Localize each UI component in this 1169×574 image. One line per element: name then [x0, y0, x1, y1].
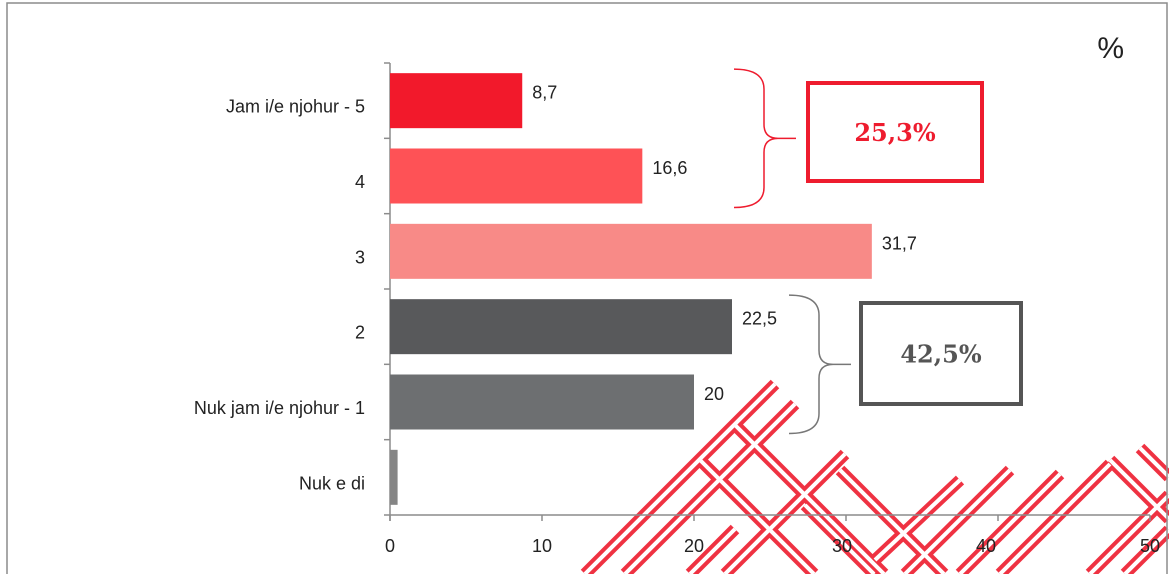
value-labels: 8,7 16,6 31,7 22,5 20 [532, 83, 917, 404]
callout-bottom: 42,5% [788, 294, 1023, 435]
data-label: 20 [704, 384, 724, 404]
bar-series [390, 73, 872, 505]
data-label: 16,6 [652, 158, 687, 178]
callout-top: 25,3% [733, 68, 984, 209]
bar [390, 299, 732, 355]
watermark-stroke-inner [903, 468, 1012, 574]
watermark-stroke-inner [688, 527, 737, 574]
watermark-stroke-inner [958, 472, 1062, 574]
unit-label: % [1097, 32, 1124, 65]
x-axis-ticks [389, 515, 1151, 521]
x-tick-label: 20 [684, 536, 704, 556]
watermark-stroke-inner [623, 402, 797, 574]
watermark-stroke-inner [838, 468, 946, 574]
x-tick-label: 40 [976, 536, 996, 556]
data-label: 31,7 [882, 233, 917, 253]
watermark-stroke-inner [873, 478, 962, 562]
watermark-stroke-inner [583, 382, 777, 574]
category-label: 4 [355, 172, 365, 192]
category-label: 3 [355, 247, 365, 267]
bar [390, 148, 643, 204]
callout-brace-bottom [788, 294, 851, 435]
watermark-stroke-inner [1123, 528, 1169, 574]
callout-brace-top [733, 68, 796, 209]
category-labels: Jam i/e njohur - 5 4 3 2 Nuk jam i/e njohur … [194, 97, 365, 494]
watermark-pattern [580, 379, 1169, 574]
x-tick-labels: 0 10 20 30 40 50 [385, 536, 1160, 556]
x-tick-label: 50 [1140, 536, 1160, 556]
bar [390, 449, 398, 505]
chart-frame [6, 2, 1168, 574]
category-label: Nuk jam i/e njohur - 1 [194, 398, 365, 418]
callout-box-top [806, 81, 984, 183]
category-label: Nuk e di [299, 473, 365, 493]
callout-text-top: 25,3% [854, 118, 935, 147]
watermark-stroke-inner [803, 503, 876, 574]
x-tick-label: 30 [832, 536, 852, 556]
watermark-stroke-inner [998, 462, 1112, 574]
category-label: 2 [355, 323, 365, 343]
data-label: 22,5 [742, 309, 777, 329]
category-label: Jam i/e njohur - 5 [226, 97, 365, 117]
callout-text-bottom: 42,5% [900, 340, 981, 369]
watermark-stroke-inner [1138, 446, 1169, 479]
watermark-stroke-inner [698, 458, 816, 574]
callout-box-bottom [859, 301, 1023, 406]
bar [390, 73, 523, 129]
y-axis-ticks [384, 62, 390, 516]
x-tick-label: 0 [385, 536, 395, 556]
watermark-stroke-inner [733, 423, 886, 574]
bar [390, 223, 872, 279]
watermark-stroke-inner [723, 452, 847, 574]
data-label: 8,7 [532, 83, 557, 103]
bar [390, 374, 694, 430]
x-tick-label: 10 [532, 536, 552, 556]
watermark-stroke-inner [1108, 458, 1169, 521]
